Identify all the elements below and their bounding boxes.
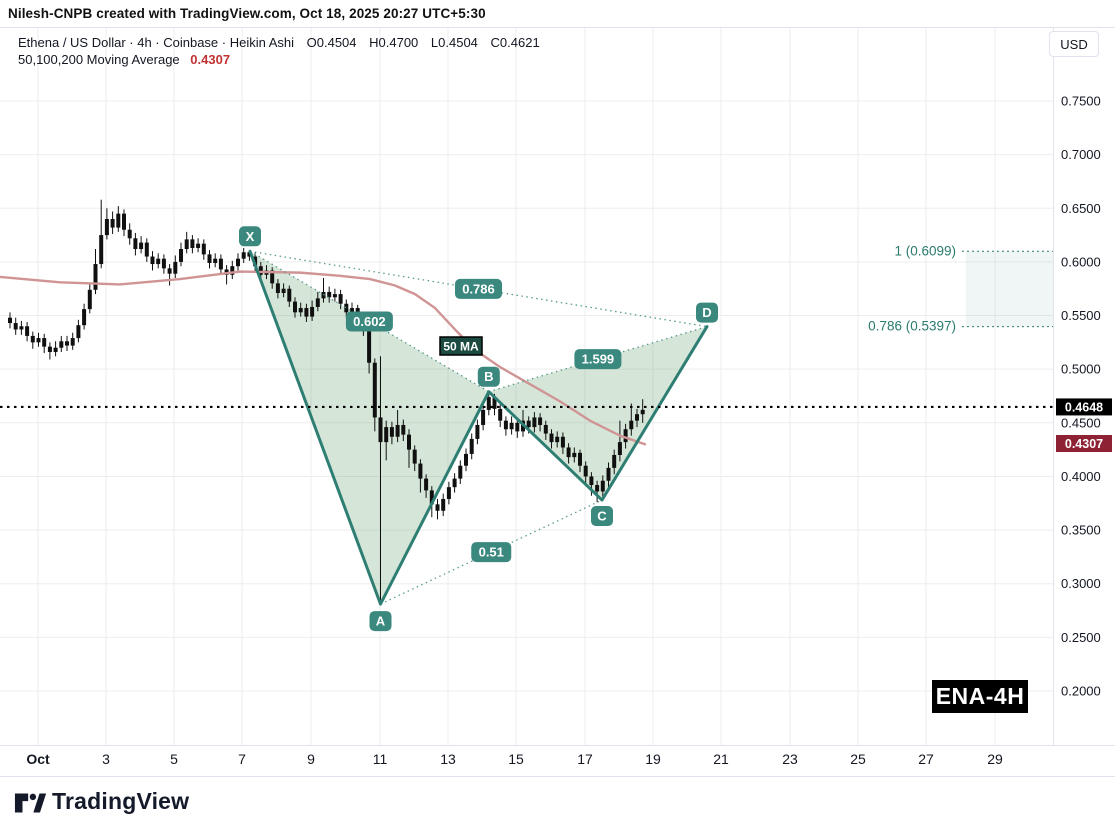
time-tick-label: 29 xyxy=(987,751,1003,767)
ohlc-high: H0.4700 xyxy=(369,35,419,50)
price-chart[interactable]: 1 (0.6099)0.786 (0.5397)50 MAXABCD0.6020… xyxy=(0,0,1115,777)
ohlc-close: C0.4621 xyxy=(490,35,540,50)
time-tick-label: 25 xyxy=(850,751,866,767)
ratio-badges[interactable]: 0.602 0.786 0.51 1.599 xyxy=(345,278,622,563)
pane-separators xyxy=(0,27,1115,777)
time-tick-label: 13 xyxy=(440,751,456,767)
credit-line: Nilesh-CNPB created with TradingView.com… xyxy=(8,6,486,21)
svg-text:D: D xyxy=(702,305,711,320)
svg-text:A: A xyxy=(376,614,386,629)
currency-toggle-button[interactable]: USD xyxy=(1049,31,1099,57)
time-tick-label: Oct xyxy=(26,751,50,767)
svg-text:B: B xyxy=(484,369,493,384)
pattern-fill xyxy=(250,251,707,605)
time-tick-label: 23 xyxy=(782,751,798,767)
symbol-row[interactable]: Ethena / US Dollar · 4h · Coinbase · Hei… xyxy=(18,34,540,51)
svg-text:50 MA: 50 MA xyxy=(443,340,479,354)
svg-text:C: C xyxy=(597,509,607,524)
time-tick-label: 17 xyxy=(577,751,593,767)
price-tick-label: 0.5000 xyxy=(1061,362,1101,377)
price-tick-label: 0.6500 xyxy=(1061,201,1101,216)
svg-text:1.599: 1.599 xyxy=(582,352,615,367)
price-tick-label: 0.2000 xyxy=(1061,683,1101,698)
time-tick-label: 11 xyxy=(373,751,388,767)
indicator-row[interactable]: 50,100,200 Moving Average 0.4307 xyxy=(18,51,540,68)
time-tick-label: 3 xyxy=(102,751,110,767)
price-tick-label: 0.4500 xyxy=(1061,415,1101,430)
pattern-lines[interactable] xyxy=(248,249,709,606)
ratio-badge xyxy=(471,542,512,563)
pattern-point-B xyxy=(477,366,500,387)
svg-text:0.4648: 0.4648 xyxy=(1065,400,1103,414)
ratio-badge xyxy=(455,278,502,299)
ma-line xyxy=(0,270,647,446)
svg-text:0.602: 0.602 xyxy=(353,314,386,329)
pattern-point-A xyxy=(369,611,392,632)
price-tick-label: 0.3000 xyxy=(1061,576,1101,591)
fib-level-label: 0.786 (0.5397) xyxy=(868,319,956,334)
price-tick-label: 0.5500 xyxy=(1061,308,1101,323)
time-tick-label: 9 xyxy=(307,751,315,767)
fib-retracement-zone[interactable]: 1 (0.6099) 0.786 (0.5397) xyxy=(868,243,1053,334)
time-tick-label: 27 xyxy=(918,751,934,767)
ratio-badge xyxy=(574,349,622,370)
grid xyxy=(0,28,1053,745)
pattern-point-C xyxy=(591,506,613,527)
ma-indicator-title[interactable]: 50,100,200 Moving Average xyxy=(18,52,180,67)
legend: Ethena / US Dollar · 4h · Coinbase · Hei… xyxy=(18,34,540,68)
fib-level-label: 1 (0.6099) xyxy=(894,243,956,258)
time-axis[interactable]: Oct 3 5 7 9 11 13 15 17 19 21 23 25 27 29 xyxy=(26,751,1003,767)
symbol-watermark: ENA-4H xyxy=(932,680,1028,713)
tradingview-brand[interactable]: TradingView xyxy=(52,788,190,814)
pattern-point-X xyxy=(239,226,261,247)
price-axis[interactable]: 0.7500 0.7000 0.6500 0.6000 0.5500 0.5000 0.45… xyxy=(1061,94,1101,699)
pattern-point-D xyxy=(696,302,718,323)
ma-indicator-value: 0.4307 xyxy=(190,52,231,67)
tradingview-logo-icon[interactable] xyxy=(14,790,48,816)
pattern-dashed-lines xyxy=(249,250,708,605)
svg-text:0.51: 0.51 xyxy=(479,545,504,560)
price-tick-label: 0.7000 xyxy=(1061,147,1101,162)
price-tick-label: 0.6000 xyxy=(1061,254,1101,269)
ma-price-badge: 0.4307 xyxy=(1056,435,1112,453)
footer: TradingView xyxy=(0,777,1115,833)
ratio-badge xyxy=(345,311,393,332)
symbol-title[interactable]: Ethena / US Dollar · 4h · Coinbase · Hei… xyxy=(18,35,295,50)
svg-text:0.786: 0.786 xyxy=(462,281,495,296)
price-tick-label: 0.3500 xyxy=(1061,523,1101,538)
ma-label[interactable]: 50 MA xyxy=(439,336,483,356)
time-tick-label: 5 xyxy=(170,751,178,767)
time-tick-label: 15 xyxy=(508,751,524,767)
pattern-point-badges[interactable]: X A B C D xyxy=(239,226,718,632)
time-tick-label: 19 xyxy=(645,751,661,767)
price-tick-label: 0.2500 xyxy=(1061,630,1101,645)
svg-text:0.4307: 0.4307 xyxy=(1065,437,1103,451)
ohlc-open: O0.4504 xyxy=(306,35,357,50)
svg-text:X: X xyxy=(246,229,255,244)
price-tick-label: 0.4000 xyxy=(1061,469,1101,484)
last-price-badge: 0.4648 xyxy=(1056,398,1112,416)
time-tick-label: 7 xyxy=(238,751,246,767)
ohlc-low: L0.4504 xyxy=(430,35,478,50)
price-tick-label: 0.7500 xyxy=(1061,94,1101,109)
candles xyxy=(8,199,645,605)
time-tick-label: 21 xyxy=(713,751,729,767)
